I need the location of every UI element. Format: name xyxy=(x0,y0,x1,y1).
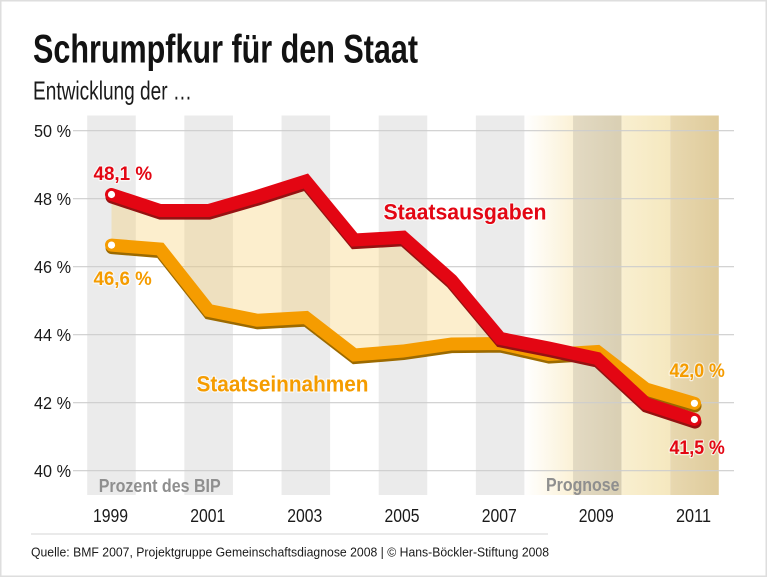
svg-text:42,0 %: 42,0 % xyxy=(670,360,725,382)
svg-text:46 %: 46 % xyxy=(34,257,71,277)
svg-text:40 %: 40 % xyxy=(34,461,71,481)
svg-text:2005: 2005 xyxy=(385,505,420,526)
svg-text:42 %: 42 % xyxy=(34,393,71,413)
svg-text:2007: 2007 xyxy=(482,505,517,526)
svg-text:48 %: 48 % xyxy=(34,189,71,209)
svg-text:Staatsausgaben: Staatsausgaben xyxy=(384,200,547,225)
svg-text:44 %: 44 % xyxy=(34,325,71,345)
svg-text:1999: 1999 xyxy=(93,505,128,526)
svg-text:Entwicklung der …: Entwicklung der … xyxy=(33,76,192,106)
svg-text:2001: 2001 xyxy=(190,505,225,526)
svg-text:2011: 2011 xyxy=(676,505,711,526)
svg-text:Prognose: Prognose xyxy=(546,475,620,495)
svg-text:2009: 2009 xyxy=(579,505,614,526)
svg-text:48,1 %: 48,1 % xyxy=(94,163,153,185)
svg-text:46,6 %: 46,6 % xyxy=(94,268,152,290)
svg-text:41,5 %: 41,5 % xyxy=(670,437,725,459)
svg-text:Prozent des BIP: Prozent des BIP xyxy=(99,476,221,496)
svg-text:50 %: 50 % xyxy=(34,121,71,141)
svg-text:2003: 2003 xyxy=(287,505,322,526)
svg-text:Quelle: BMF 2007, Projektgrupp: Quelle: BMF 2007, Projektgruppe Gemeinsc… xyxy=(31,546,549,560)
svg-text:Schrumpfkur für den Staat: Schrumpfkur für den Staat xyxy=(33,27,418,71)
svg-text:Staatseinnahmen: Staatseinnahmen xyxy=(197,372,369,397)
